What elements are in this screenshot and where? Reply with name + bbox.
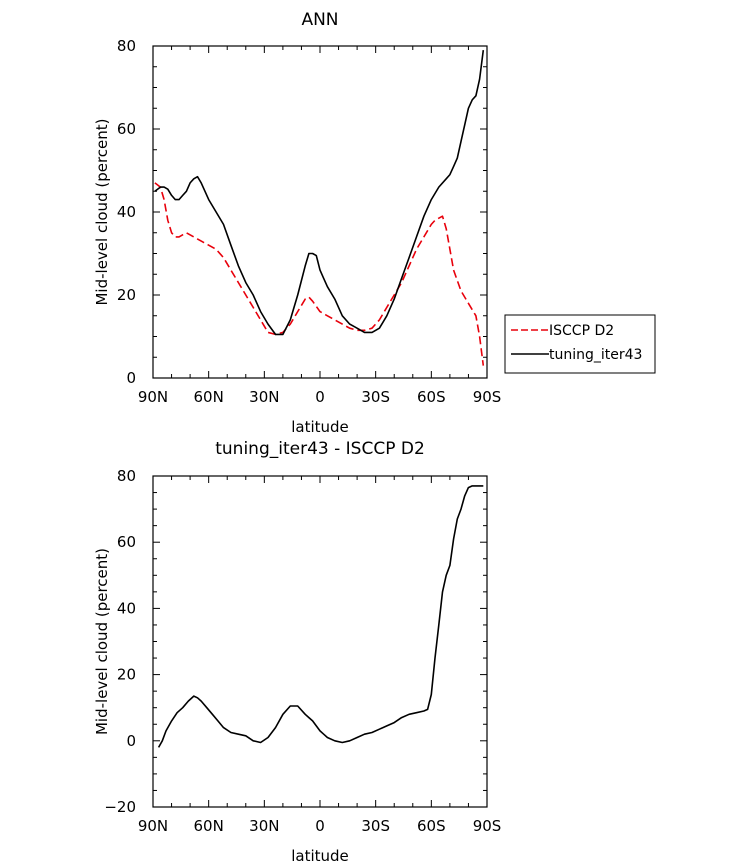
x-tick-label: 90N xyxy=(138,817,168,835)
series-line-difference xyxy=(157,485,484,748)
y-tick-label: 20 xyxy=(117,666,136,684)
x-axis-label: latitude xyxy=(291,418,349,436)
x-tick-label: 90S xyxy=(473,388,502,406)
panel-difference: tuning_iter43 - ISCCP D2 90N 60N 30N 0 30S 60S… xyxy=(93,439,501,865)
x-tick-label: 90N xyxy=(138,388,168,406)
x-tick-label: 30N xyxy=(249,388,279,406)
y-axis-label: Mid-level cloud (percent) xyxy=(93,118,111,305)
x-tick-label: 90S xyxy=(473,817,502,835)
legend-box xyxy=(504,314,656,374)
x-axis-label: latitude xyxy=(291,847,349,865)
y-tick-label: 40 xyxy=(117,203,136,221)
x-tick-label: 30N xyxy=(249,817,279,835)
series-line-isccp-d2 xyxy=(154,182,485,366)
y-tick-label: 80 xyxy=(117,37,136,55)
chart-title: ANN xyxy=(301,10,338,30)
series-line-tuning-iter43 xyxy=(154,49,485,336)
y-axis-label: Mid-level cloud (percent) xyxy=(93,548,111,735)
y-tick-label: 60 xyxy=(117,120,136,138)
chart-title: tuning_iter43 - ISCCP D2 xyxy=(215,439,425,459)
x-tick-label: 60S xyxy=(417,817,446,835)
y-tick-label: 60 xyxy=(117,533,136,551)
x-tick-label: 60N xyxy=(194,388,224,406)
y-tick-label: 0 xyxy=(126,732,136,750)
x-tick-label: 60S xyxy=(417,388,446,406)
legend: ISCCP D2 tuning_iter43 xyxy=(504,314,656,374)
x-tick-label: 0 xyxy=(315,817,325,835)
y-tick-label: 80 xyxy=(117,467,136,485)
x-tick-label: 30S xyxy=(361,388,390,406)
y-tick-label: 40 xyxy=(117,599,136,617)
y-tick-label: 20 xyxy=(117,286,136,304)
legend-label: tuning_iter43 xyxy=(549,347,642,363)
y-tick-label: 0 xyxy=(126,369,136,387)
x-tick-label: 60N xyxy=(194,817,224,835)
x-tick-label: 0 xyxy=(315,388,325,406)
panel-annual-mean: ANN 90N 60N 30N 0 30S 60S 90S 0 20 40 60 80 latitude M… xyxy=(93,10,501,436)
legend-label: ISCCP D2 xyxy=(549,323,614,339)
y-tick-label: −20 xyxy=(104,798,136,816)
x-tick-label: 30S xyxy=(361,817,390,835)
plot-frame xyxy=(152,45,488,379)
